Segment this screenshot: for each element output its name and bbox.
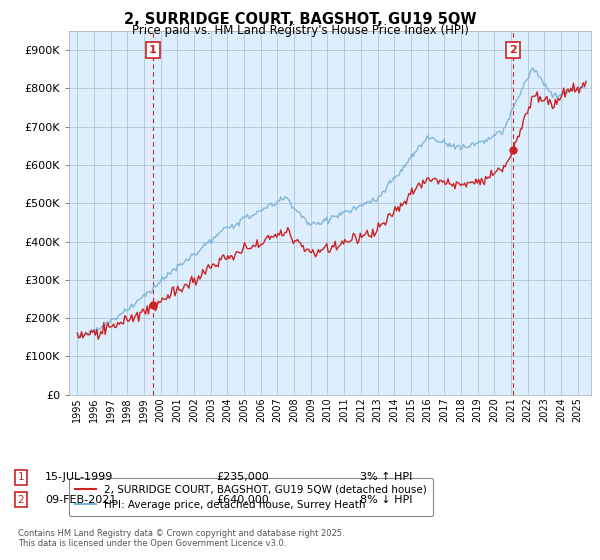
Text: 15-JUL-1999: 15-JUL-1999 bbox=[45, 472, 113, 482]
Text: Contains HM Land Registry data © Crown copyright and database right 2025.
This d: Contains HM Land Registry data © Crown c… bbox=[18, 529, 344, 548]
Text: 3% ↑ HPI: 3% ↑ HPI bbox=[360, 472, 412, 482]
Text: £235,000: £235,000 bbox=[216, 472, 269, 482]
Text: 2, SURRIDGE COURT, BAGSHOT, GU19 5QW: 2, SURRIDGE COURT, BAGSHOT, GU19 5QW bbox=[124, 12, 476, 27]
Legend: 2, SURRIDGE COURT, BAGSHOT, GU19 5QW (detached house), HPI: Average price, detac: 2, SURRIDGE COURT, BAGSHOT, GU19 5QW (de… bbox=[69, 478, 433, 516]
Text: 8% ↓ HPI: 8% ↓ HPI bbox=[360, 494, 413, 505]
Text: 2: 2 bbox=[17, 494, 25, 505]
Text: Price paid vs. HM Land Registry's House Price Index (HPI): Price paid vs. HM Land Registry's House … bbox=[131, 24, 469, 36]
Text: £640,000: £640,000 bbox=[216, 494, 269, 505]
Text: 1: 1 bbox=[17, 472, 25, 482]
Text: 1: 1 bbox=[149, 45, 157, 55]
Text: 09-FEB-2021: 09-FEB-2021 bbox=[45, 494, 116, 505]
Text: 2: 2 bbox=[509, 45, 517, 55]
